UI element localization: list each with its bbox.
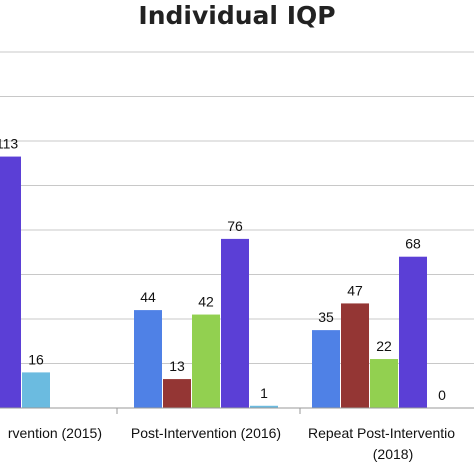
data-label: 35 (318, 309, 334, 325)
chart-title: Individual IQP (138, 1, 335, 30)
data-label: 1 (260, 385, 268, 401)
data-label: 113 (0, 136, 18, 152)
bar (250, 405, 278, 408)
bar (192, 314, 220, 408)
data-label: 42 (198, 294, 214, 310)
bar (399, 256, 427, 408)
category-label: rvention (2015) (8, 425, 102, 441)
category-labels: rvention (2015) Post-Intervention (2016) R… (8, 425, 455, 462)
bar (312, 330, 340, 408)
bar (22, 372, 50, 408)
data-label: 13 (169, 358, 185, 374)
data-label: 47 (347, 282, 363, 298)
bar (341, 303, 369, 408)
data-label: 68 (405, 236, 421, 252)
data-label: 76 (227, 218, 243, 234)
data-label: 16 (28, 351, 44, 367)
data-label: 22 (376, 338, 392, 354)
bar (134, 310, 162, 408)
data-label: 44 (140, 289, 156, 305)
bar (370, 359, 398, 408)
data-label: 0 (438, 387, 446, 403)
bar (221, 238, 249, 408)
bars (0, 156, 427, 408)
bar (163, 379, 191, 408)
category-label: (2018) (373, 446, 413, 462)
data-labels: 9411316441342761354722680 (0, 136, 446, 403)
category-label: Repeat Post-Interventio (308, 425, 455, 441)
bar (0, 156, 21, 408)
category-label: Post-Intervention (2016) (131, 425, 281, 441)
